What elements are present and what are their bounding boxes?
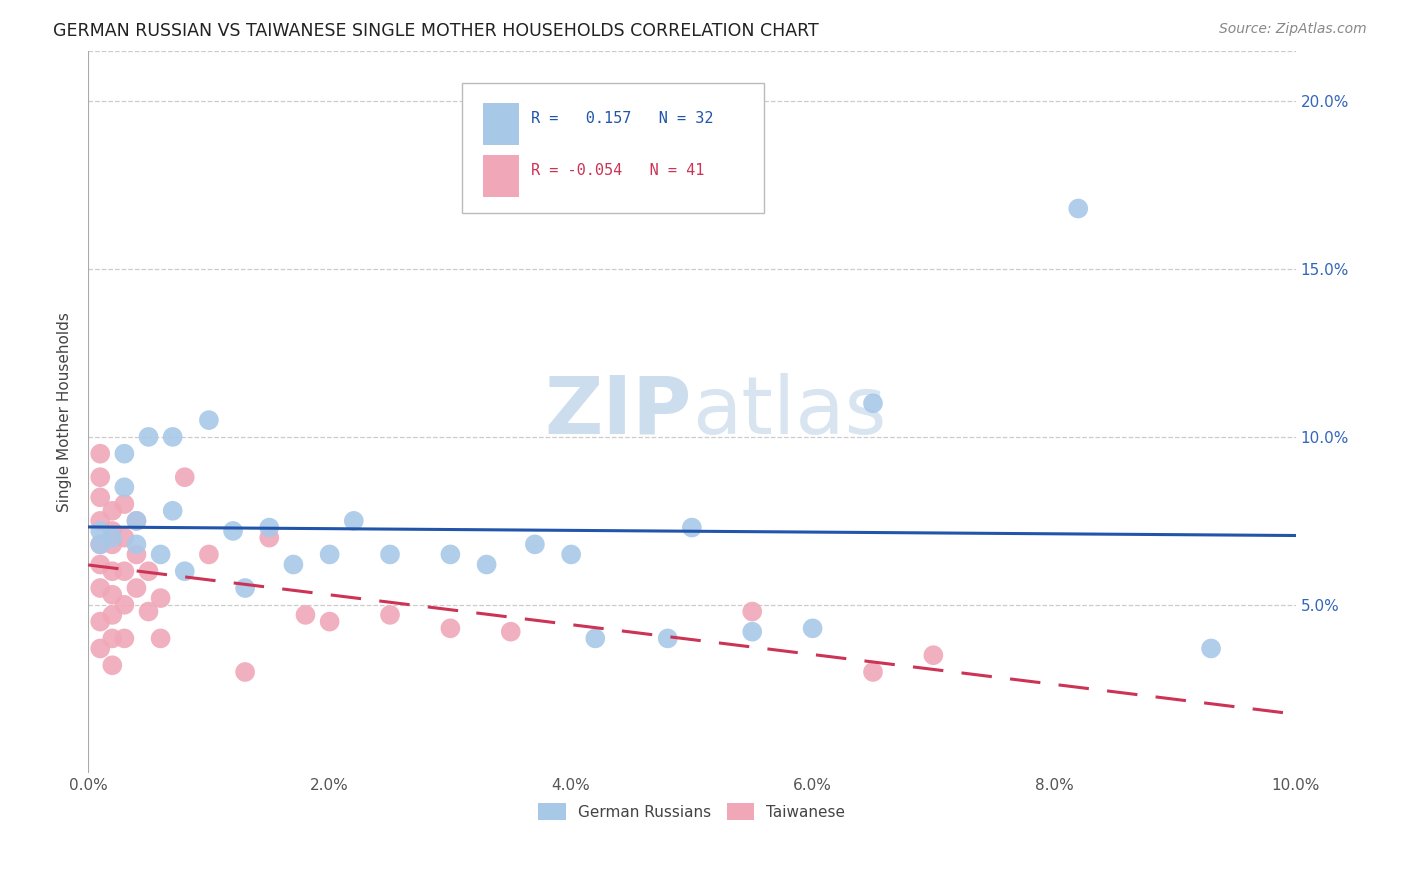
Point <box>318 615 340 629</box>
Point <box>283 558 305 572</box>
Point <box>89 641 111 656</box>
Point <box>741 605 763 619</box>
FancyBboxPatch shape <box>463 83 765 213</box>
Point <box>101 537 124 551</box>
Point <box>439 548 461 562</box>
Bar <box>484 154 519 196</box>
Point <box>862 665 884 679</box>
Point <box>101 531 124 545</box>
Point <box>343 514 366 528</box>
Point <box>1199 641 1222 656</box>
Point <box>89 514 111 528</box>
Point <box>89 491 111 505</box>
Point <box>89 447 111 461</box>
Point <box>741 624 763 639</box>
Point <box>378 607 401 622</box>
Point <box>259 531 281 545</box>
Point <box>162 504 184 518</box>
Point <box>173 470 195 484</box>
Point <box>499 624 522 639</box>
Point <box>101 564 124 578</box>
Point <box>233 581 256 595</box>
Point <box>101 504 124 518</box>
Point <box>89 537 111 551</box>
Point <box>101 524 124 538</box>
Point <box>475 558 498 572</box>
Point <box>112 598 135 612</box>
Point <box>149 548 172 562</box>
Legend: German Russians, Taiwanese: German Russians, Taiwanese <box>533 797 852 827</box>
Point <box>1067 202 1090 216</box>
Point <box>862 396 884 410</box>
Point <box>101 658 124 673</box>
Point <box>149 632 172 646</box>
Point <box>125 548 148 562</box>
Point <box>681 520 703 534</box>
Point <box>222 524 245 538</box>
Point <box>89 537 111 551</box>
Text: Source: ZipAtlas.com: Source: ZipAtlas.com <box>1219 22 1367 37</box>
Text: atlas: atlas <box>692 373 886 450</box>
Y-axis label: Single Mother Households: Single Mother Households <box>58 312 72 512</box>
Point <box>560 548 582 562</box>
Point <box>101 632 124 646</box>
Point <box>439 621 461 635</box>
Point <box>101 607 124 622</box>
Point <box>89 615 111 629</box>
Point <box>112 480 135 494</box>
Text: ZIP: ZIP <box>544 373 692 450</box>
Point <box>657 632 679 646</box>
Point <box>523 537 546 551</box>
Point <box>89 558 111 572</box>
Point <box>125 537 148 551</box>
Point <box>583 632 606 646</box>
Point <box>89 524 111 538</box>
Point <box>101 588 124 602</box>
Point <box>318 548 340 562</box>
Point <box>198 413 221 427</box>
Point <box>198 548 221 562</box>
Point <box>112 447 135 461</box>
Point <box>125 514 148 528</box>
Point <box>149 591 172 606</box>
Text: R = -0.054   N = 41: R = -0.054 N = 41 <box>531 163 704 178</box>
Point <box>125 514 148 528</box>
Point <box>89 581 111 595</box>
Point <box>162 430 184 444</box>
Point <box>112 497 135 511</box>
Point <box>173 564 195 578</box>
Point <box>89 470 111 484</box>
Point <box>125 581 148 595</box>
Point <box>259 520 281 534</box>
Text: R =   0.157   N = 32: R = 0.157 N = 32 <box>531 111 714 126</box>
Point <box>801 621 824 635</box>
Point <box>112 564 135 578</box>
Bar <box>484 103 519 145</box>
Point <box>294 607 316 622</box>
Point <box>138 430 160 444</box>
Point <box>112 632 135 646</box>
Point <box>138 564 160 578</box>
Point <box>112 531 135 545</box>
Text: GERMAN RUSSIAN VS TAIWANESE SINGLE MOTHER HOUSEHOLDS CORRELATION CHART: GERMAN RUSSIAN VS TAIWANESE SINGLE MOTHE… <box>53 22 820 40</box>
Point <box>138 605 160 619</box>
Point <box>922 648 945 663</box>
Point <box>378 548 401 562</box>
Point <box>233 665 256 679</box>
